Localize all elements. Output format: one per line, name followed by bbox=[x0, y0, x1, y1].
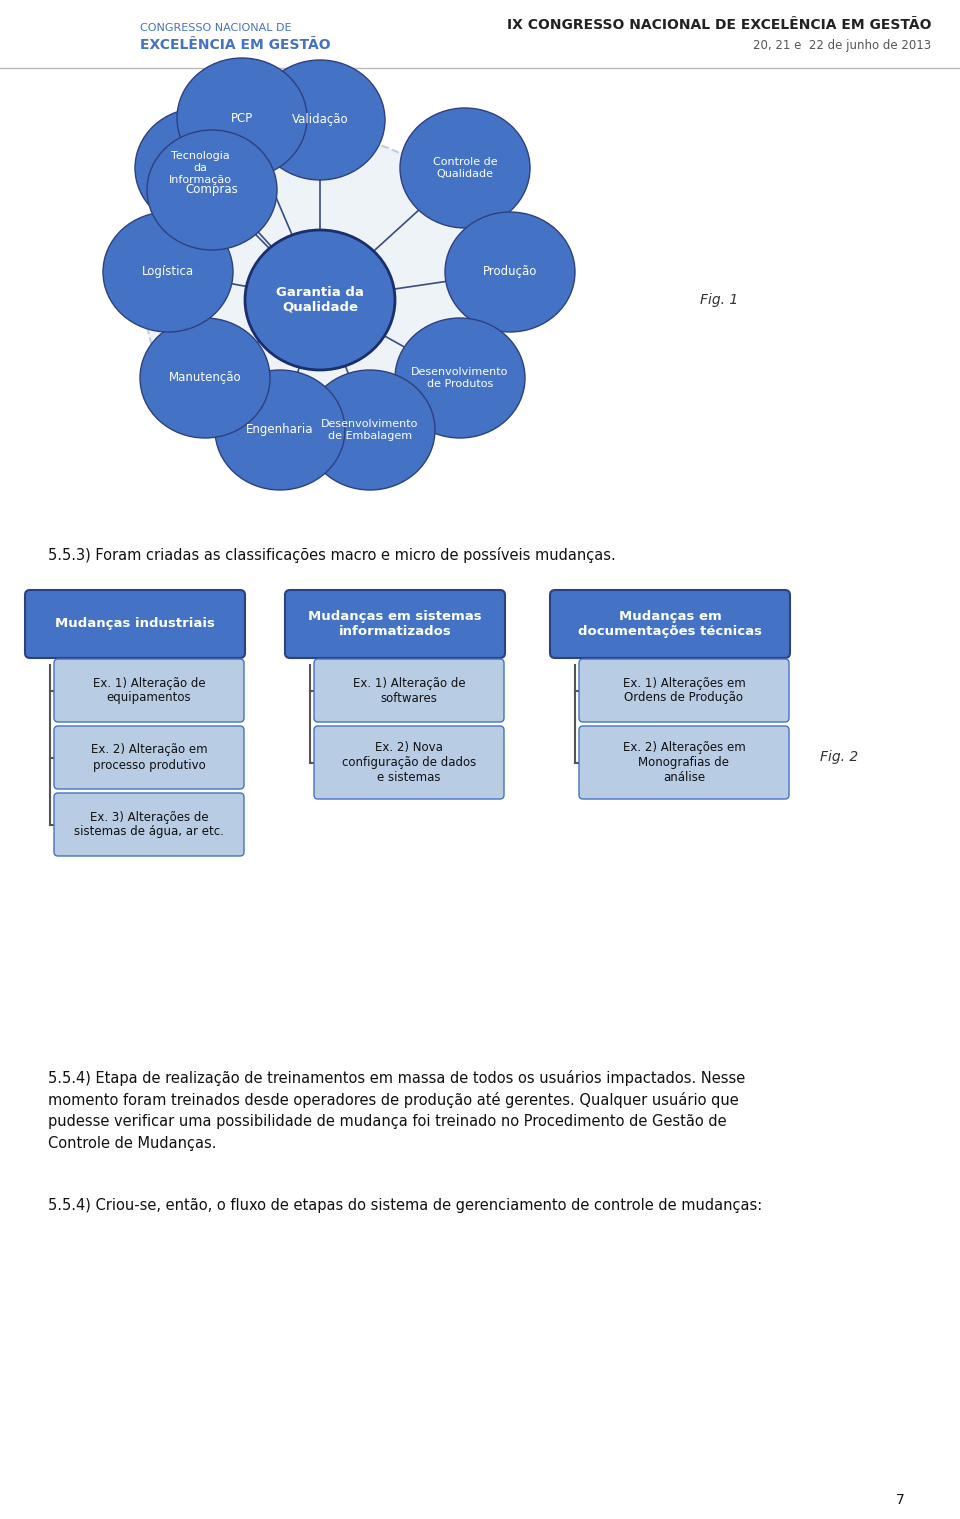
Text: Fig. 2: Fig. 2 bbox=[820, 750, 858, 764]
Text: Compras: Compras bbox=[185, 184, 238, 196]
Ellipse shape bbox=[177, 58, 307, 178]
Text: 5.5.3) Foram criadas as classificações macro e micro de possíveis mudanças.: 5.5.3) Foram criadas as classificações m… bbox=[48, 547, 615, 564]
Ellipse shape bbox=[140, 317, 270, 437]
Text: Controle de
Qualidade: Controle de Qualidade bbox=[433, 156, 497, 179]
Ellipse shape bbox=[400, 108, 530, 228]
Text: Desenvolvimento
de Produtos: Desenvolvimento de Produtos bbox=[411, 368, 509, 389]
Text: 5.5.4) Etapa de realização de treinamentos em massa de todos os usuários impacta: 5.5.4) Etapa de realização de treinament… bbox=[48, 1069, 745, 1086]
Ellipse shape bbox=[445, 213, 575, 333]
Text: IX CONGRESSO NACIONAL DE EXCELÊNCIA EM GESTÃO: IX CONGRESSO NACIONAL DE EXCELÊNCIA EM G… bbox=[507, 18, 931, 32]
Text: Ex. 2) Alteração em
processo produtivo: Ex. 2) Alteração em processo produtivo bbox=[90, 743, 207, 772]
Text: Produção: Produção bbox=[483, 266, 538, 278]
Ellipse shape bbox=[147, 131, 277, 251]
Text: pudesse verificar uma possibilidade de mudança foi treinado no Procedimento de G: pudesse verificar uma possibilidade de m… bbox=[48, 1113, 727, 1129]
Text: Ex. 3) Alterações de
sistemas de água, ar etc.: Ex. 3) Alterações de sistemas de água, a… bbox=[74, 811, 224, 838]
FancyBboxPatch shape bbox=[54, 726, 244, 788]
Ellipse shape bbox=[215, 371, 345, 491]
Text: EXCELÊNCIA EM GESTÃO: EXCELÊNCIA EM GESTÃO bbox=[140, 38, 330, 52]
FancyBboxPatch shape bbox=[579, 726, 789, 799]
Text: Engenharia: Engenharia bbox=[247, 424, 314, 436]
Text: Validação: Validação bbox=[292, 114, 348, 126]
Text: Ex. 1) Alteração de
equipamentos: Ex. 1) Alteração de equipamentos bbox=[93, 676, 205, 705]
Text: Mudanças em sistemas
informatizados: Mudanças em sistemas informatizados bbox=[308, 611, 482, 638]
Ellipse shape bbox=[245, 229, 395, 371]
FancyBboxPatch shape bbox=[285, 589, 505, 658]
Text: Tecnologia
da
Informação: Tecnologia da Informação bbox=[169, 152, 231, 185]
Text: Mudanças industriais: Mudanças industriais bbox=[55, 618, 215, 630]
FancyBboxPatch shape bbox=[314, 726, 504, 799]
Text: Ex. 2) Alterações em
Monografias de
análise: Ex. 2) Alterações em Monografias de anál… bbox=[623, 741, 745, 784]
Ellipse shape bbox=[395, 317, 525, 437]
Text: Desenvolvimento
de Embalagem: Desenvolvimento de Embalagem bbox=[322, 419, 419, 441]
Ellipse shape bbox=[135, 108, 265, 228]
Text: Manutenção: Manutenção bbox=[169, 372, 241, 384]
Ellipse shape bbox=[305, 371, 435, 491]
FancyBboxPatch shape bbox=[25, 589, 245, 658]
Text: Fig. 1: Fig. 1 bbox=[700, 293, 738, 307]
Text: Controle de Mudanças.: Controle de Mudanças. bbox=[48, 1136, 217, 1151]
FancyBboxPatch shape bbox=[54, 659, 244, 722]
FancyBboxPatch shape bbox=[579, 659, 789, 722]
FancyBboxPatch shape bbox=[54, 793, 244, 857]
Text: Logística: Logística bbox=[142, 266, 194, 278]
Ellipse shape bbox=[103, 213, 233, 333]
Text: Ex. 1) Alteração de
softwares: Ex. 1) Alteração de softwares bbox=[352, 676, 466, 705]
Text: 5.5.4) Criou-se, então, o fluxo de etapas do sistema de gerenciamento de control: 5.5.4) Criou-se, então, o fluxo de etapa… bbox=[48, 1198, 762, 1214]
Text: Mudanças em
documentações técnicas: Mudanças em documentações técnicas bbox=[578, 611, 762, 638]
Text: CONGRESSO NACIONAL DE: CONGRESSO NACIONAL DE bbox=[140, 23, 292, 33]
Ellipse shape bbox=[255, 59, 385, 179]
Text: 20, 21 e  22 de junho de 2013: 20, 21 e 22 de junho de 2013 bbox=[753, 38, 931, 52]
FancyBboxPatch shape bbox=[550, 589, 790, 658]
Text: PCP: PCP bbox=[230, 111, 253, 125]
Text: Garantia da
Qualidade: Garantia da Qualidade bbox=[276, 286, 364, 314]
Text: Ex. 2) Nova
configuração de dados
e sistemas: Ex. 2) Nova configuração de dados e sist… bbox=[342, 741, 476, 784]
FancyBboxPatch shape bbox=[314, 659, 504, 722]
Ellipse shape bbox=[145, 135, 495, 465]
Text: Ex. 1) Alterações em
Ordens de Produção: Ex. 1) Alterações em Ordens de Produção bbox=[623, 676, 745, 705]
Text: momento foram treinados desde operadores de produção até gerentes. Qualquer usuá: momento foram treinados desde operadores… bbox=[48, 1092, 739, 1107]
Text: 7: 7 bbox=[896, 1493, 904, 1507]
